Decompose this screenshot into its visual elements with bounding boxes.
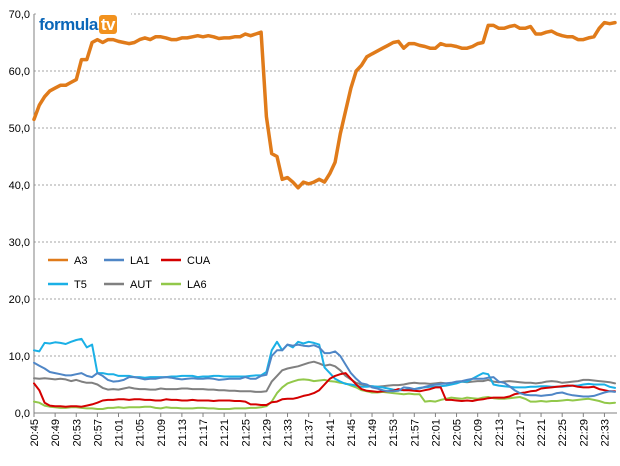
y-tick-label: 40,0	[9, 180, 30, 192]
legend-label-la1: LA1	[130, 255, 150, 267]
series-line-cua	[33, 372, 616, 408]
x-tick-label: 21:13	[177, 419, 189, 447]
x-tick-label: 22:01	[430, 419, 442, 447]
logo-text-tv: tv	[98, 15, 117, 34]
x-tick-label: 22:21	[536, 419, 548, 447]
y-tick-label: 60,0	[9, 66, 30, 78]
x-tick-label: 22:09	[473, 419, 485, 447]
x-tick-label: 21:17	[198, 419, 210, 447]
x-tick-label: 21:09	[156, 419, 168, 447]
x-tick-label: 21:05	[135, 419, 147, 447]
x-tick-label: 21:37	[304, 419, 316, 447]
x-tick-label: 20:49	[50, 419, 62, 447]
x-tick-label: 21:57	[409, 419, 421, 447]
x-tick-label: 21:49	[367, 419, 379, 447]
legend-label-la6: LA6	[187, 279, 207, 291]
series-line-la1	[33, 343, 616, 398]
legend-label-aut: AUT	[130, 279, 152, 291]
y-tick-label: 20,0	[9, 294, 30, 306]
x-tick-label: 21:21	[219, 419, 231, 447]
x-tick-label: 21:29	[261, 419, 273, 447]
logo-text-formula: formula	[39, 15, 98, 34]
x-tick-label: 22:05	[452, 419, 464, 447]
series-line-a3	[32, 20, 617, 190]
x-tick-label: 21:33	[283, 419, 295, 447]
x-tick-labels: 20:45 20:49 20:53 20:57 21:01 21:05 21:09 21:13…	[29, 419, 611, 447]
x-tick-label: 21:41	[325, 419, 337, 447]
legend: A3 LA1 CUA T5 AUT LA6	[48, 255, 211, 291]
x-tick-label: 21:45	[346, 419, 358, 447]
x-tick-label: 20:45	[29, 419, 41, 447]
x-tick-label: 21:01	[114, 419, 126, 447]
formulatv-logo: formula tv	[36, 13, 131, 37]
legend-label-t5: T5	[74, 279, 87, 291]
y-tick-label: 70,0	[9, 9, 30, 21]
axes	[33, 14, 617, 417]
y-tick-label: 30,0	[9, 237, 30, 249]
y-tick-label: 0,0	[15, 408, 30, 420]
x-tick-label: 22:17	[515, 419, 527, 447]
legend-label-cua: CUA	[187, 255, 211, 267]
x-tick-label: 22:25	[557, 419, 569, 447]
y-tick-label: 10,0	[9, 351, 30, 363]
x-tick-label: 20:53	[71, 419, 83, 447]
series-lines	[32, 20, 617, 410]
x-tick-label: 21:25	[240, 419, 252, 447]
y-tick-labels: 0,0 10,0 20,0 30,0 40,0 50,0 60,0 70,0	[9, 9, 30, 420]
gridlines	[34, 13, 617, 357]
x-tick-label: 22:33	[599, 419, 611, 447]
x-tick-label: 22:29	[578, 419, 590, 447]
series-line-la6	[33, 378, 616, 410]
x-tick-label: 20:57	[92, 419, 104, 447]
x-tick-label: 21:53	[388, 419, 400, 447]
y-tick-label: 50,0	[9, 123, 30, 135]
legend-label-a3: A3	[74, 255, 87, 267]
x-tick-label: 22:13	[494, 419, 506, 447]
